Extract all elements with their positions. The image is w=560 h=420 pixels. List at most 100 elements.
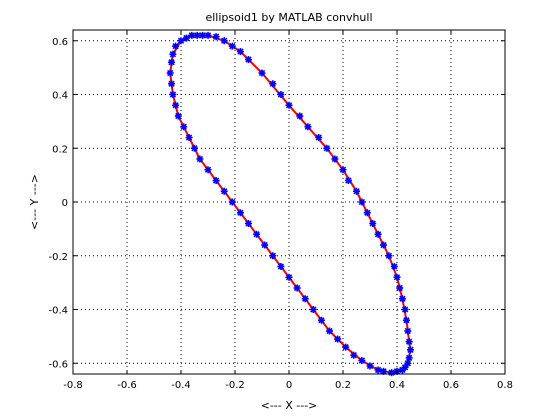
data-point bbox=[344, 177, 352, 184]
tick-labels: -0.8 -0.6 -0.4 -0.2 0 0.2 0.4 0.6 0.8 -0.6 -0.4 -0.… bbox=[48, 37, 512, 391]
data-point bbox=[315, 134, 323, 141]
x-tick-label: 0.8 bbox=[497, 380, 513, 391]
x-tick-label: 0.2 bbox=[335, 380, 351, 391]
data-point bbox=[236, 209, 244, 217]
data-point bbox=[261, 241, 269, 249]
data-point bbox=[204, 166, 212, 174]
data-point bbox=[363, 209, 371, 217]
data-point bbox=[358, 357, 366, 365]
data-point bbox=[172, 42, 180, 50]
x-tick-label: -0.6 bbox=[117, 380, 137, 391]
data-point bbox=[396, 284, 404, 292]
data-point bbox=[407, 346, 414, 354]
y-axis-label: <--- Y ---> bbox=[28, 174, 41, 230]
data-point bbox=[385, 252, 393, 260]
data-point bbox=[402, 316, 410, 324]
x-tick-label: 0 bbox=[286, 380, 292, 391]
data-point bbox=[169, 50, 177, 58]
data-point bbox=[405, 354, 413, 362]
y-tick-label: -0.4 bbox=[48, 306, 68, 317]
data-point bbox=[404, 327, 412, 335]
data-point bbox=[317, 316, 325, 324]
data-point bbox=[350, 351, 358, 359]
data-point bbox=[296, 112, 304, 120]
x-tick-label: -0.4 bbox=[171, 380, 191, 391]
data-point bbox=[342, 343, 350, 351]
x-tick-label: -0.2 bbox=[225, 380, 245, 391]
data-point bbox=[169, 91, 177, 98]
hull-line-layer bbox=[169, 34, 412, 374]
data-point bbox=[390, 263, 398, 270]
data-point bbox=[369, 220, 377, 227]
x-tick-label: -0.8 bbox=[63, 380, 83, 391]
data-point bbox=[172, 101, 180, 109]
data-point bbox=[398, 366, 406, 374]
data-point bbox=[401, 306, 409, 313]
data-point bbox=[228, 198, 236, 206]
data-point bbox=[366, 362, 374, 370]
data-point bbox=[236, 48, 244, 55]
y-tick-label: -0.2 bbox=[48, 252, 68, 263]
data-point bbox=[180, 123, 188, 131]
data-point bbox=[388, 369, 396, 377]
data-point bbox=[204, 31, 212, 39]
data-point bbox=[285, 101, 293, 109]
data-point bbox=[331, 155, 339, 163]
data-point bbox=[309, 306, 317, 313]
data-point bbox=[293, 284, 301, 292]
data-point bbox=[339, 166, 347, 174]
data-point bbox=[334, 335, 342, 343]
data-point bbox=[212, 33, 220, 41]
data-point bbox=[405, 338, 413, 346]
data-point bbox=[174, 112, 182, 120]
data-point bbox=[199, 31, 207, 39]
y-tick-label: -0.6 bbox=[48, 359, 68, 370]
data-point bbox=[245, 220, 252, 227]
y-tick-label: 0.2 bbox=[52, 144, 68, 155]
grid-lines bbox=[73, 30, 505, 374]
hull-line bbox=[169, 34, 412, 374]
data-point bbox=[196, 155, 204, 163]
data-point bbox=[258, 69, 266, 77]
data-point bbox=[277, 263, 285, 270]
data-point bbox=[177, 37, 185, 45]
data-point bbox=[228, 42, 236, 50]
x-tick-label: 0.6 bbox=[443, 380, 459, 391]
data-point bbox=[269, 252, 277, 260]
y-tick-label: 0.6 bbox=[52, 37, 68, 48]
y-tick-label: 0 bbox=[62, 198, 68, 209]
data-point bbox=[212, 177, 220, 184]
data-point bbox=[374, 230, 382, 238]
data-point bbox=[220, 187, 228, 195]
data-point bbox=[185, 134, 193, 141]
data-point bbox=[253, 230, 261, 238]
data-point bbox=[353, 187, 360, 195]
tick-marks bbox=[72, 30, 506, 374]
data-points-layer bbox=[166, 31, 414, 377]
data-point bbox=[166, 69, 174, 77]
data-point bbox=[269, 80, 277, 88]
data-point bbox=[301, 295, 309, 303]
data-point bbox=[398, 295, 406, 303]
data-point bbox=[277, 91, 285, 98]
data-point bbox=[245, 56, 252, 64]
data-point bbox=[285, 273, 293, 281]
data-point bbox=[220, 37, 228, 45]
data-point bbox=[191, 144, 198, 152]
data-point bbox=[304, 123, 312, 131]
y-tick-label: 0.4 bbox=[52, 91, 68, 102]
data-point bbox=[393, 273, 401, 281]
data-point bbox=[358, 198, 366, 206]
data-point bbox=[168, 58, 176, 66]
data-point bbox=[326, 327, 333, 335]
x-tick-label: 0.4 bbox=[389, 380, 405, 391]
data-point bbox=[182, 34, 190, 42]
data-point bbox=[380, 241, 387, 249]
data-point bbox=[323, 144, 331, 152]
data-point bbox=[374, 366, 382, 374]
data-point bbox=[168, 80, 176, 88]
x-axis-label: <--- X ---> bbox=[261, 399, 318, 412]
chart-title: ellipsoid1 by MATLAB convhull bbox=[205, 11, 372, 24]
